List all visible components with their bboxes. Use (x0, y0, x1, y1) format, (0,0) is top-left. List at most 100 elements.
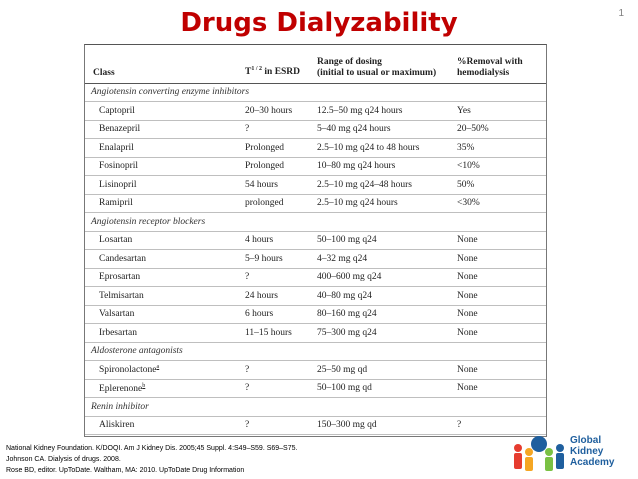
half-life-cell: Prolonged (241, 157, 313, 176)
table-row: Fosinopril Prolonged 10–80 mg q24 hours <10… (85, 157, 546, 176)
table-row: Eplerenoneb? 50–100 mg qd None (85, 379, 546, 398)
table-row: Benazepril? 5–40 mg q24 hours 20–50% (85, 120, 546, 139)
logo-line-1: Global (570, 435, 602, 446)
section-row: Angiotensin receptor blockers (85, 212, 546, 232)
table-body: Angiotensin converting enzyme inhibitors… (85, 83, 546, 435)
header-removal: %Removal with hemodialysis (453, 45, 546, 84)
section-row: Angiotensin converting enzyme inhibitors (85, 83, 546, 102)
section-label: Angiotensin receptor blockers (85, 212, 546, 232)
header-removal-line1: %Removal with (457, 56, 523, 67)
table-row: Eprosartan? 400–600 mg q24 None (85, 268, 546, 287)
drug-name-cell: Fosinopril (85, 157, 241, 176)
half-life-cell: 4 hours (241, 231, 313, 250)
dosing-range-cell: 4–32 mg q24 (313, 249, 453, 269)
drug-name-cell: Lisinopril (85, 175, 241, 195)
header-removal-line2: hemodialysis (457, 67, 510, 78)
drug-name: Eplerenone (99, 383, 143, 394)
dosing-range-cell: 2.5–10 mg q24–48 hours (313, 175, 453, 195)
drug-name: Spironolactone (99, 365, 157, 376)
half-life-cell: 11–15 hours (241, 323, 313, 343)
drug-name: Telmisartan (99, 290, 144, 301)
half-life-cell: ? (241, 379, 313, 398)
slide-title: Drugs Dialyzability (180, 8, 458, 38)
dialyzability-table-frame: Class T1 / 2 in ESRD Range of dosing (ini… (84, 44, 547, 437)
drug-name: Captopril (99, 105, 135, 116)
table-row: Captopril 20–30 hours 12.5–50 mg q24 hours… (85, 101, 546, 121)
removal-cell: <10% (453, 157, 546, 176)
logo-text: Global Kidney Academy (570, 435, 614, 468)
removal-cell: Yes (453, 101, 546, 121)
drug-name-cell: Telmisartan (85, 286, 241, 306)
dosing-range-cell: 40–80 mg q24 (313, 286, 453, 306)
dosing-range-cell: 25–50 mg qd (313, 360, 453, 380)
table-row: Losartan 4 hours 50–100 mg q24 None (85, 231, 546, 250)
removal-cell: None (453, 286, 546, 306)
dosing-range-cell: 80–160 mg q24 (313, 305, 453, 324)
removal-cell: <30% (453, 194, 546, 213)
logo-line-3: Academy (570, 457, 615, 468)
drug-name-cell: Eplerenoneb (85, 379, 241, 398)
header-half-life-sup: 1 / 2 (251, 66, 263, 73)
removal-cell: None (453, 249, 546, 269)
half-life-cell: 5–9 hours (241, 249, 313, 269)
dosing-range-cell: 2.5–10 mg q24 hours (313, 194, 453, 213)
drug-name: Eprosartan (99, 272, 141, 283)
footnote-marker[interactable]: b (142, 382, 146, 389)
section-row: Aldosterone antagonists (85, 342, 546, 361)
half-life-cell: ? (241, 360, 313, 380)
slide-number: 1 (618, 8, 624, 19)
table-row: Aliskiren? 150–300 mg qd? (85, 416, 546, 435)
half-life-cell: ? (241, 416, 313, 435)
removal-cell: ? (453, 416, 546, 435)
drug-name: Fosinopril (99, 161, 139, 172)
drug-name-cell: Ramipril (85, 194, 241, 213)
header-range-line1: Range of dosing (317, 56, 382, 67)
drug-name: Candesartan (99, 253, 146, 264)
drug-name-cell: Enalapril (85, 138, 241, 158)
table-row: Telmisartan 24 hours 40–80 mg q24 None (85, 286, 546, 306)
removal-cell: None (453, 360, 546, 380)
drug-name-cell: Spironolactonea (85, 360, 241, 380)
dialyzability-table: Class T1 / 2 in ESRD Range of dosing (ini… (85, 45, 546, 435)
removal-cell: None (453, 379, 546, 398)
dosing-range-cell: 50–100 mg q24 (313, 231, 453, 250)
references: National Kidney Foundation. K/DOQI. Am J… (6, 443, 297, 476)
header-half-life-prefix: T (245, 67, 252, 78)
section-label: Renin inhibitor (85, 397, 546, 417)
half-life-cell: 6 hours (241, 305, 313, 324)
half-life-cell: 54 hours (241, 175, 313, 195)
drug-name-cell: Benazepril (85, 120, 241, 139)
table-row: Enalapril Prolonged 2.5–10 mg q24 to 48 ho… (85, 138, 546, 158)
dosing-range-cell: 12.5–50 mg q24 hours (313, 101, 453, 121)
table-row: Spironolactonea? 25–50 mg qd None (85, 360, 546, 380)
removal-cell: None (453, 305, 546, 324)
dosing-range-cell: 5–40 mg q24 hours (313, 120, 453, 139)
dosing-range-cell: 75–300 mg q24 (313, 323, 453, 343)
half-life-cell: Prolonged (241, 138, 313, 158)
drug-name: Irbesartan (99, 327, 137, 338)
table-row: Candesartan 5–9 hours 4–32 mg q24 None (85, 249, 546, 269)
global-kidney-academy-logo: Global Kidney Academy (510, 432, 638, 476)
drug-name: Enalapril (99, 142, 134, 153)
drug-name: Lisinopril (99, 179, 137, 190)
drug-name: Valsartan (99, 309, 135, 320)
section-row: Renin inhibitor (85, 397, 546, 417)
drug-name-cell: Aliskiren (85, 416, 241, 435)
table-row: Ramipril prolonged 2.5–10 mg q24 hours <30% (85, 194, 546, 213)
table-header-row: Class T1 / 2 in ESRD Range of dosing (ini… (85, 45, 546, 84)
footnote-marker[interactable]: a (156, 364, 160, 371)
half-life-cell: ? (241, 120, 313, 139)
reference-1: National Kidney Foundation. K/DOQI. Am J… (6, 445, 298, 452)
section-label: Angiotensin converting enzyme inhibitors (85, 83, 546, 102)
drug-name-cell: Valsartan (85, 305, 241, 324)
drug-name-cell: Irbesartan (85, 323, 241, 343)
drug-name-cell: Candesartan (85, 249, 241, 269)
half-life-cell: 24 hours (241, 286, 313, 306)
removal-cell: None (453, 323, 546, 343)
removal-cell: 20–50% (453, 120, 546, 139)
half-life-cell: 20–30 hours (241, 101, 313, 121)
drug-name-cell: Captopril (85, 101, 241, 121)
half-life-cell: prolonged (241, 194, 313, 213)
dosing-range-cell: 2.5–10 mg q24 to 48 hours (313, 138, 453, 158)
removal-cell: None (453, 231, 546, 250)
